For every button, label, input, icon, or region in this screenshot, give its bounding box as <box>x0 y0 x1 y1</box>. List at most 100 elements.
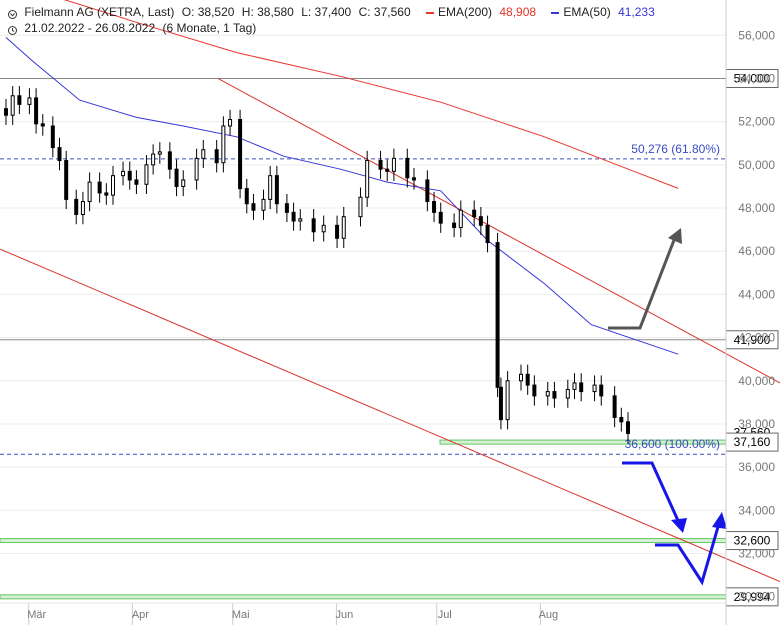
candle-body <box>478 216 483 226</box>
candles <box>4 86 630 444</box>
candle-body <box>174 168 179 187</box>
support-band <box>0 538 727 544</box>
candle-body <box>358 196 363 218</box>
candle-body <box>505 380 510 421</box>
candle-body <box>411 177 416 181</box>
candle-body <box>592 384 597 393</box>
candle-body <box>311 218 316 233</box>
candle-body <box>127 170 132 181</box>
candle-body <box>201 149 206 159</box>
candle-body <box>391 157 396 172</box>
y-tick-label: 42,000 <box>738 331 775 345</box>
ema200-swatch <box>425 11 434 14</box>
scenario-rebound-arrow <box>655 519 722 586</box>
candle-body <box>405 157 410 179</box>
x-tick-label: Apr <box>132 609 149 621</box>
date-range: 21.02.2022 - 26.08.2022 <box>24 21 156 35</box>
candle-body <box>341 216 346 239</box>
candle-body <box>34 97 39 125</box>
candle-body <box>545 391 550 397</box>
close-value: C: 37,560 <box>358 5 411 19</box>
y-tick-label: 52,000 <box>738 115 775 129</box>
scenario-down-arrow <box>622 461 682 526</box>
upper-trend-line <box>217 78 780 384</box>
candle-body <box>268 175 273 200</box>
y-tick-label: 38,000 <box>738 417 775 431</box>
candle-body <box>221 125 226 164</box>
candle-body <box>552 391 557 399</box>
candle-body <box>495 242 500 388</box>
candle-body <box>57 147 62 162</box>
lower-trend-line <box>0 248 780 583</box>
candle-body <box>80 201 85 216</box>
candle-body <box>532 384 537 397</box>
candle-body <box>104 192 109 196</box>
candle-body <box>244 188 249 205</box>
y-tick-label: 54,000 <box>738 71 775 85</box>
instrument-name: Fielmann AG (XETRA, Last) <box>24 5 175 19</box>
candle-body <box>10 95 15 116</box>
y-tick-label: 46,000 <box>738 244 775 258</box>
candle-body <box>378 160 383 170</box>
candle-body <box>572 382 577 390</box>
candle-body <box>432 201 437 213</box>
candle-body <box>565 388 570 399</box>
candle-body <box>228 119 233 127</box>
candle-body <box>458 209 463 228</box>
chevron-down-icon[interactable] <box>8 8 17 20</box>
fib-level-label: 36,600 (100.00%) <box>625 437 720 451</box>
candle-body <box>50 125 55 149</box>
scenario-up-arrow <box>608 234 678 330</box>
ema50-value: 41,233 <box>618 5 655 19</box>
period: (6 Monate, 1 Tag) <box>162 21 257 35</box>
x-tick-label: Jul <box>438 609 452 621</box>
candle-body <box>438 211 443 224</box>
low-value: L: 37,400 <box>301 5 352 19</box>
y-tick-label: 50,000 <box>738 158 775 172</box>
high-value: H: 38,580 <box>241 5 294 19</box>
candle-body <box>121 170 126 177</box>
y-tick-label: 34,000 <box>738 503 775 517</box>
candle-body <box>291 211 296 222</box>
candle-body <box>74 198 79 216</box>
candle-body <box>194 157 199 181</box>
candle-body <box>261 198 266 211</box>
y-tick-label: 48,000 <box>738 201 775 215</box>
y-tick-label: 36,000 <box>738 460 775 474</box>
candle-body <box>64 160 69 200</box>
x-tick-label: Mai <box>232 609 250 621</box>
level-label: 54,000 <box>734 71 771 85</box>
y-tick-label: 44,000 <box>738 287 775 301</box>
candle-body <box>425 179 430 203</box>
candle-body <box>472 209 477 218</box>
candle-body <box>619 416 624 423</box>
x-tick-label: Jun <box>336 609 354 621</box>
candle-body <box>626 421 630 434</box>
y-axis: 30,000 32,000 34,000 36,000 38,000 40,000 42,0… <box>725 0 775 625</box>
candle-body <box>251 203 256 211</box>
ema50-label: EMA(50) <box>563 5 611 19</box>
level-label: 41,900 <box>734 333 771 347</box>
scenario-arrows <box>608 228 727 586</box>
candle-body <box>27 97 32 105</box>
scenario-up-arrowhead <box>668 228 682 244</box>
candle-body <box>274 175 279 205</box>
candle-body <box>238 119 243 190</box>
y-tick-label: 32,000 <box>738 547 775 561</box>
trend-channel <box>0 78 780 583</box>
ema200-label: EMA(200) <box>437 5 492 19</box>
candle-body <box>97 181 102 194</box>
candle-body <box>151 153 156 166</box>
clock-icon <box>8 24 17 36</box>
candle-body <box>365 160 370 198</box>
ema50-swatch <box>551 11 560 14</box>
candle-body <box>181 179 186 187</box>
candle-body <box>599 384 604 397</box>
candle-body <box>284 203 289 213</box>
x-tick-label: Mär <box>27 609 46 621</box>
candle-body <box>40 123 45 127</box>
level-label: 29,994 <box>734 590 771 604</box>
x-axis: Mär Apr Mai Jun Jul Aug <box>0 602 726 625</box>
